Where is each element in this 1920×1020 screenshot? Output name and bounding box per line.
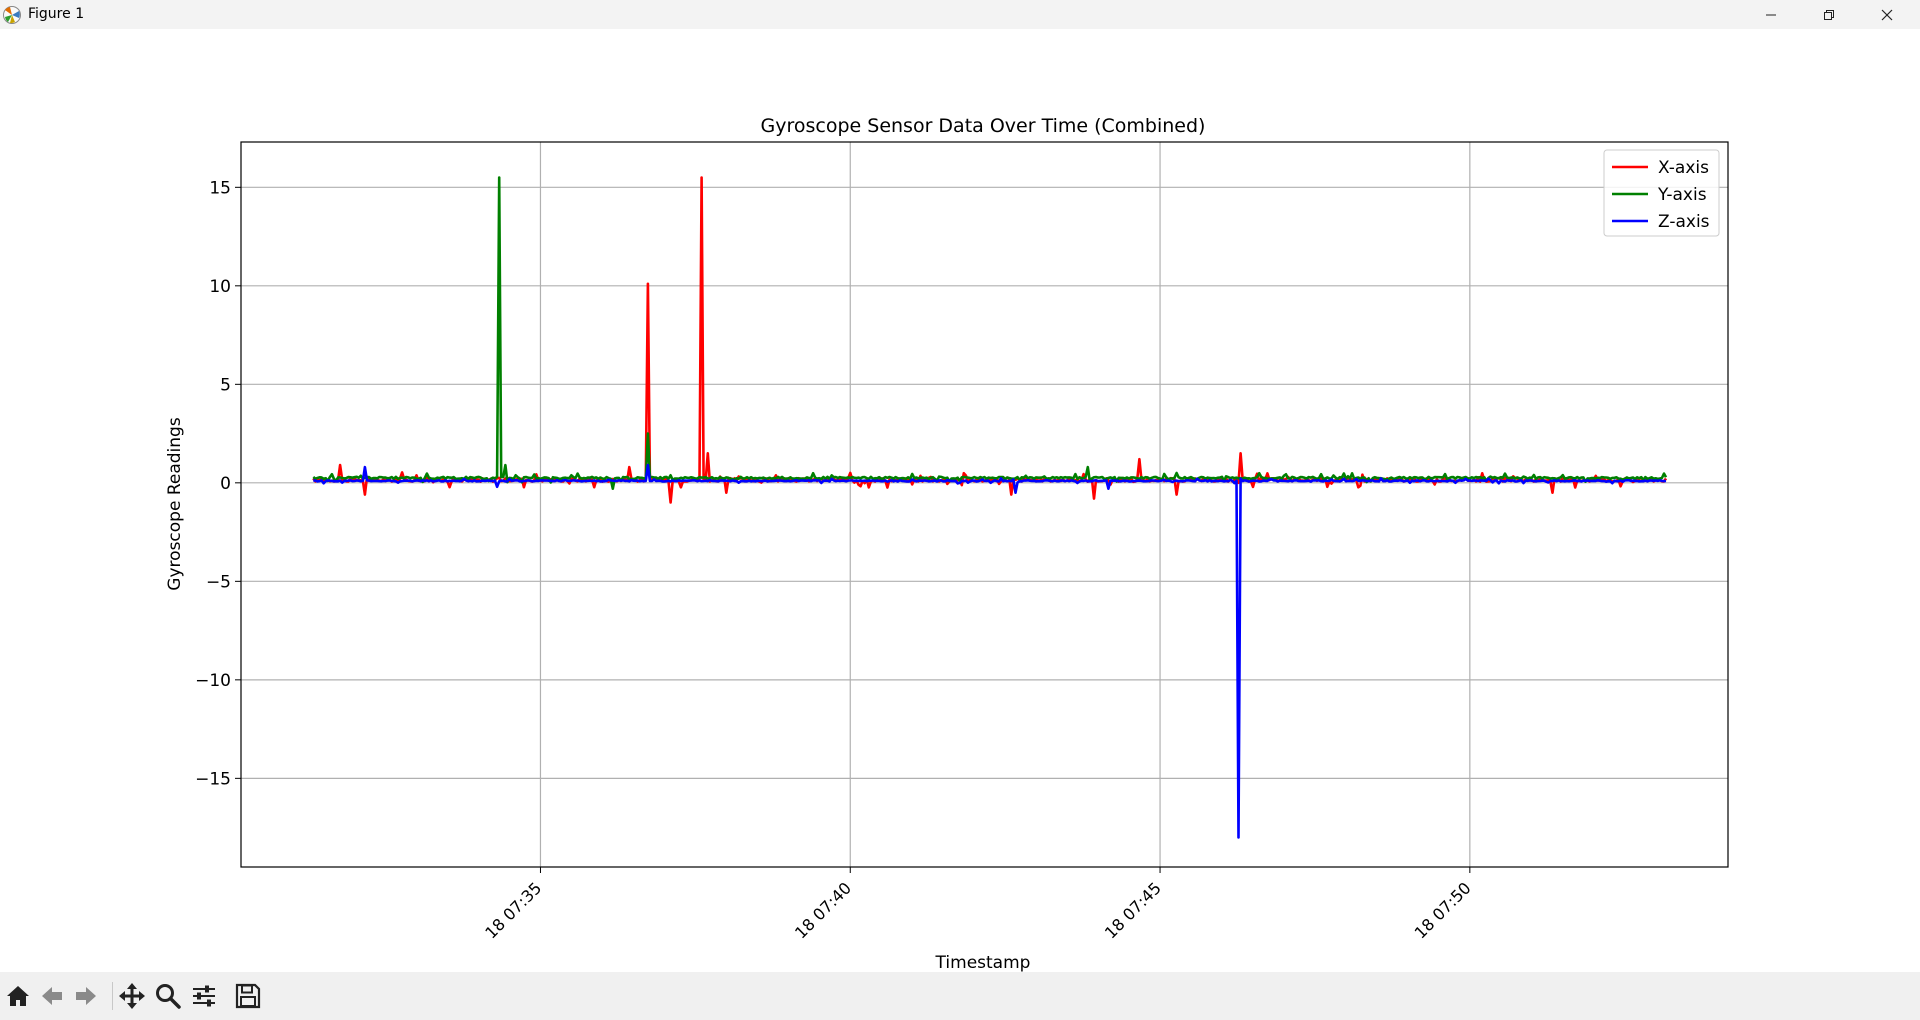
y-tick-label: 10: [209, 277, 231, 297]
back-icon: [42, 987, 62, 1005]
matplotlib-app-icon: [3, 6, 21, 24]
pan-icon: [119, 983, 145, 1009]
save-icon: [235, 983, 261, 1009]
grid-layer: [241, 142, 1728, 867]
back-button[interactable]: [36, 980, 68, 1012]
save-button[interactable]: [232, 980, 264, 1012]
home-button[interactable]: [2, 980, 34, 1012]
y-tick-label: −10: [195, 671, 231, 691]
toolbar-separator: [112, 982, 113, 1010]
y-tick-label: 15: [209, 178, 231, 198]
x-tick-label: 18 07:50: [1411, 878, 1475, 942]
x-tick-label: 18 07:45: [1101, 878, 1165, 942]
window-title: Figure 1: [28, 6, 85, 22]
restore-button[interactable]: [1800, 0, 1858, 29]
legend-label: X-axis: [1658, 158, 1709, 178]
series-line-z-axis: [313, 463, 1667, 839]
close-button[interactable]: [1858, 0, 1916, 29]
x-tick-label: 18 07:40: [791, 878, 855, 942]
y-tick-label: 0: [220, 474, 231, 494]
y-tick-label: −5: [206, 572, 231, 592]
minimize-icon: [1766, 14, 1776, 15]
plot-frame: [240, 141, 1729, 868]
series-line-y-axis: [312, 176, 1668, 491]
close-icon: [1881, 9, 1893, 20]
configure-subplots-icon: [193, 985, 215, 1007]
zoom-icon: [156, 984, 181, 1009]
navigation-toolbar: [0, 972, 1920, 1020]
gyroscope-chart: Gyroscope Sensor Data Over Time (Combine…: [165, 115, 1729, 972]
y-axis-label: Gyroscope Readings: [165, 417, 185, 591]
x-tick-label: 18 07:35: [481, 878, 545, 942]
y-tick-label: 5: [220, 375, 231, 395]
chart-title: Gyroscope Sensor Data Over Time (Combine…: [761, 115, 1206, 137]
minimize-button[interactable]: [1742, 0, 1800, 29]
legend-box: [1603, 149, 1720, 237]
tick-layer: 18 07:35 18 07:40 18 07:45 18 07:50 15 10 5 0 −5…: [195, 178, 1475, 942]
y-tick-label: −15: [195, 769, 231, 789]
configure-subplots-button[interactable]: [188, 980, 220, 1012]
zoom-button[interactable]: [152, 980, 184, 1012]
figure-canvas[interactable]: Gyroscope Sensor Data Over Time (Combine…: [0, 29, 1920, 972]
x-axis-label: Timestamp: [935, 953, 1031, 972]
series-layer: [312, 176, 1668, 839]
home-icon: [7, 986, 29, 1006]
forward-icon: [76, 987, 96, 1005]
legend-label: Z-axis: [1658, 212, 1710, 232]
forward-button[interactable]: [70, 980, 102, 1012]
window-titlebar: Figure 1: [0, 0, 1920, 29]
legend-label: Y-axis: [1657, 185, 1707, 205]
series-line-x-axis: [312, 176, 1668, 504]
pan-button[interactable]: [116, 980, 148, 1012]
restore-icon: [1824, 9, 1834, 20]
legend: X-axis Y-axis Z-axis: [1603, 149, 1720, 237]
